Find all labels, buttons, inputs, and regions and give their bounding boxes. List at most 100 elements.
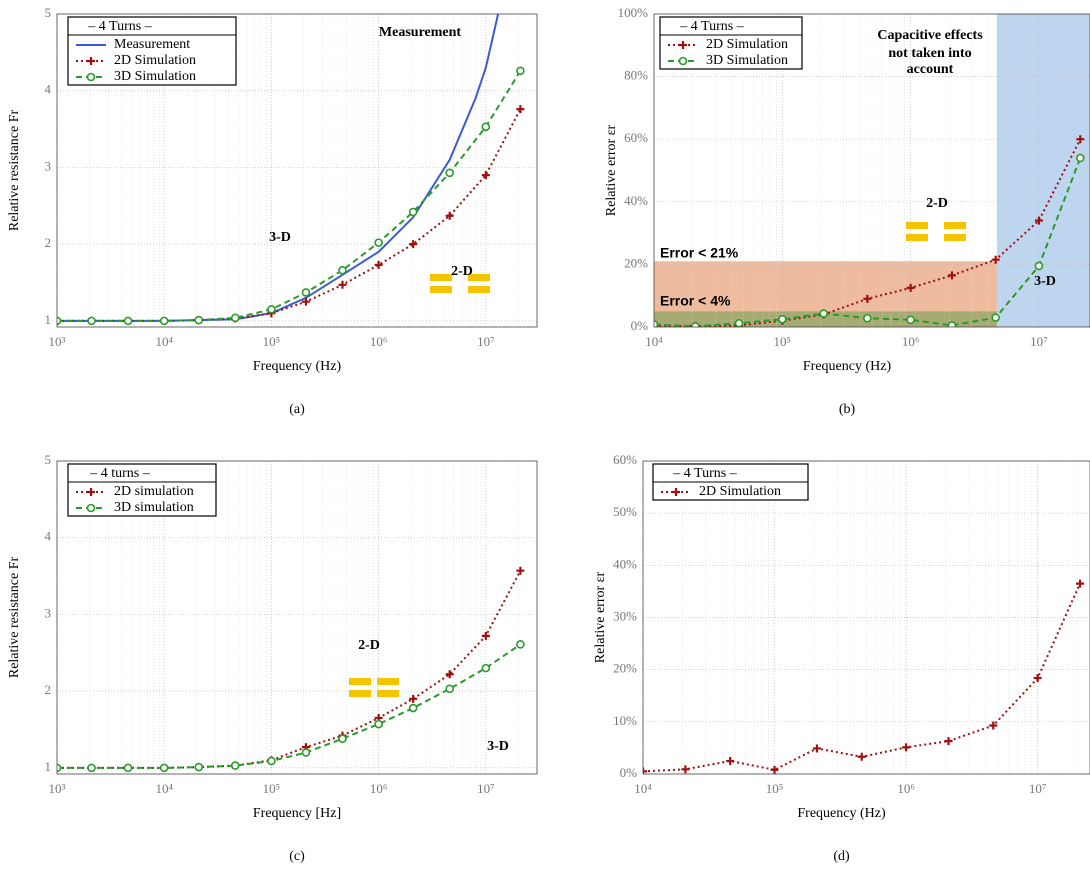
- marker: [159, 763, 169, 773]
- series-line: [57, 570, 522, 769]
- annotation: not taken into: [888, 46, 971, 61]
- marker: [338, 734, 347, 744]
- marker: [991, 255, 1000, 264]
- x-axis-label: Frequency (Hz): [803, 359, 892, 374]
- marker: [409, 240, 418, 249]
- y-tick-label: 4: [45, 82, 52, 97]
- marker: [734, 318, 744, 327]
- icon: [377, 690, 399, 697]
- legend-marker: [86, 503, 96, 513]
- x-tick-label: 10⁴: [634, 781, 652, 796]
- plot-area: [643, 461, 1090, 774]
- marker: [902, 743, 911, 752]
- marker: [57, 316, 62, 326]
- y-tick-label: 20%: [624, 255, 648, 270]
- plot-area: [57, 14, 537, 327]
- marker: [770, 765, 779, 774]
- icon: [430, 274, 452, 281]
- annotation: 2-D: [358, 638, 380, 653]
- icon: [944, 222, 966, 229]
- icon: [377, 678, 399, 685]
- x-tick-label: 10³: [49, 334, 66, 349]
- marker: [267, 305, 276, 314]
- marker: [1076, 579, 1085, 588]
- annotation: Capacitive effects: [877, 28, 983, 43]
- legend-label: 3D simulation: [114, 500, 194, 515]
- marker: [819, 309, 828, 318]
- legend-label: 2D Simulation: [699, 484, 781, 499]
- y-tick-label: 3: [45, 605, 52, 620]
- legend-marker: [87, 57, 95, 65]
- y-tick-label: 3: [45, 158, 52, 173]
- x-axis-label: Frequency [Hz]: [253, 806, 341, 821]
- marker: [947, 321, 957, 327]
- icon: [468, 286, 490, 293]
- icon: [349, 690, 371, 697]
- marker: [87, 763, 96, 773]
- y-axis-label: Relative resistance Fr: [7, 557, 22, 679]
- legend-title: – 4 turns –: [89, 466, 151, 481]
- marker: [481, 122, 491, 132]
- icon: [349, 678, 371, 685]
- legend-marker: [679, 41, 687, 49]
- marker: [481, 631, 490, 640]
- y-tick-label: 20%: [613, 661, 637, 676]
- marker: [812, 744, 821, 753]
- marker: [194, 762, 204, 772]
- marker: [726, 756, 735, 765]
- marker: [654, 320, 659, 327]
- marker: [481, 171, 490, 180]
- x-tick-label: 10⁶: [897, 781, 915, 796]
- legend-marker: [87, 488, 95, 496]
- legend-title: – 4 Turns –: [679, 19, 744, 34]
- legend-marker: [672, 488, 680, 496]
- marker: [408, 703, 418, 713]
- caption: (d): [833, 849, 850, 864]
- marker: [57, 763, 62, 773]
- x-tick-label: 10⁷: [1029, 781, 1047, 796]
- marker: [481, 663, 491, 673]
- marker: [906, 315, 915, 325]
- x-tick-label: 10⁶: [370, 781, 388, 796]
- marker: [159, 316, 169, 326]
- annotation: account: [907, 62, 954, 77]
- plot-frame: [56, 13, 538, 328]
- icon: [944, 234, 966, 241]
- x-tick-label: 10⁶: [902, 334, 920, 349]
- y-tick-label: 80%: [624, 68, 648, 83]
- plot-frame: [56, 460, 538, 775]
- y-tick-label: 40%: [613, 556, 637, 571]
- y-tick-label: 2: [45, 235, 52, 250]
- annotation: 2-D: [926, 196, 948, 211]
- series-line: [57, 70, 522, 322]
- marker: [123, 763, 133, 773]
- series-line: [643, 583, 1081, 773]
- marker: [230, 313, 240, 323]
- icon: [468, 274, 490, 281]
- caption: (a): [289, 402, 305, 417]
- marker: [863, 294, 872, 303]
- y-tick-label: 60%: [624, 130, 648, 145]
- x-axis-label: Frequency (Hz): [797, 806, 886, 821]
- annotation: 3-D: [1034, 274, 1056, 289]
- legend-label: 3D Simulation: [114, 69, 196, 84]
- annotation: 3-D: [487, 739, 509, 754]
- annotation: Measurement: [379, 25, 461, 40]
- y-axis-label: Relative resistance Fr: [7, 110, 22, 232]
- y-tick-label: 40%: [624, 193, 648, 208]
- annotation: 3-D: [269, 230, 291, 245]
- y-tick-label: 1: [45, 759, 52, 774]
- marker: [991, 313, 1000, 322]
- x-tick-label: 10⁵: [774, 334, 792, 349]
- x-axis-label: Frequency (Hz): [253, 359, 342, 374]
- caption: (b): [839, 402, 856, 417]
- marker: [947, 271, 956, 280]
- marker: [516, 105, 525, 114]
- legend-label: 2D Simulation: [706, 37, 788, 52]
- plot-area: [57, 461, 537, 774]
- y-axis-label: Relative error εr: [604, 124, 619, 216]
- y-tick-label: 0%: [620, 765, 638, 780]
- legend-title: – 4 Turns –: [672, 466, 737, 481]
- y-tick-label: 30%: [613, 608, 637, 623]
- annotation: Error < 4%: [660, 293, 731, 309]
